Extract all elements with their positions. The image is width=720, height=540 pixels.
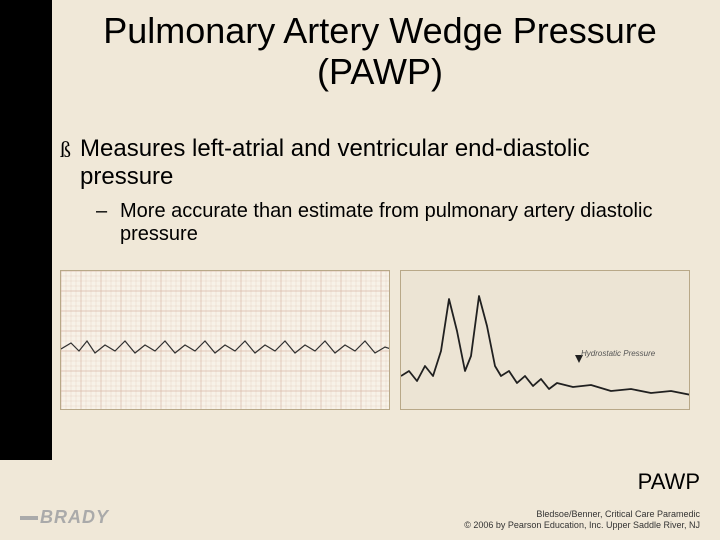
bullet1-text: Measures left-atrial and ventricular end… — [80, 135, 590, 190]
logo-text: BRADY — [40, 507, 109, 527]
bullet-marker-dash: – — [96, 200, 107, 223]
waveform-chart-left — [60, 270, 390, 410]
bullet-marker-arrow: ß — [60, 137, 71, 162]
brady-logo: BRADY — [20, 507, 109, 528]
sidebar-decoration — [0, 0, 52, 460]
copyright-line2: © 2006 by Pearson Education, Inc. Upper … — [464, 520, 700, 532]
waveform-right-svg — [401, 271, 690, 410]
logo-bar-icon — [20, 516, 38, 520]
waveform-left-svg — [61, 271, 390, 410]
copyright-line1: Bledsoe/Benner, Critical Care Paramedic — [464, 509, 700, 521]
bullet2-text: More accurate than estimate from pulmona… — [120, 200, 652, 245]
bullet-level-2: – More accurate than estimate from pulmo… — [120, 200, 680, 246]
copyright: Bledsoe/Benner, Critical Care Paramedic … — [464, 509, 700, 532]
waveform-chart-right: Hydrostatic Pressure — [400, 270, 690, 410]
hydrostatic-label: Hydrostatic Pressure — [581, 349, 655, 358]
slide-title: Pulmonary Artery Wedge Pressure (PAWP) — [60, 10, 700, 93]
bullet-level-1: ß Measures left-atrial and ventricular e… — [80, 135, 680, 190]
footer-label: PAWP — [638, 469, 700, 495]
chart-row: Hydrostatic Pressure — [60, 270, 700, 420]
